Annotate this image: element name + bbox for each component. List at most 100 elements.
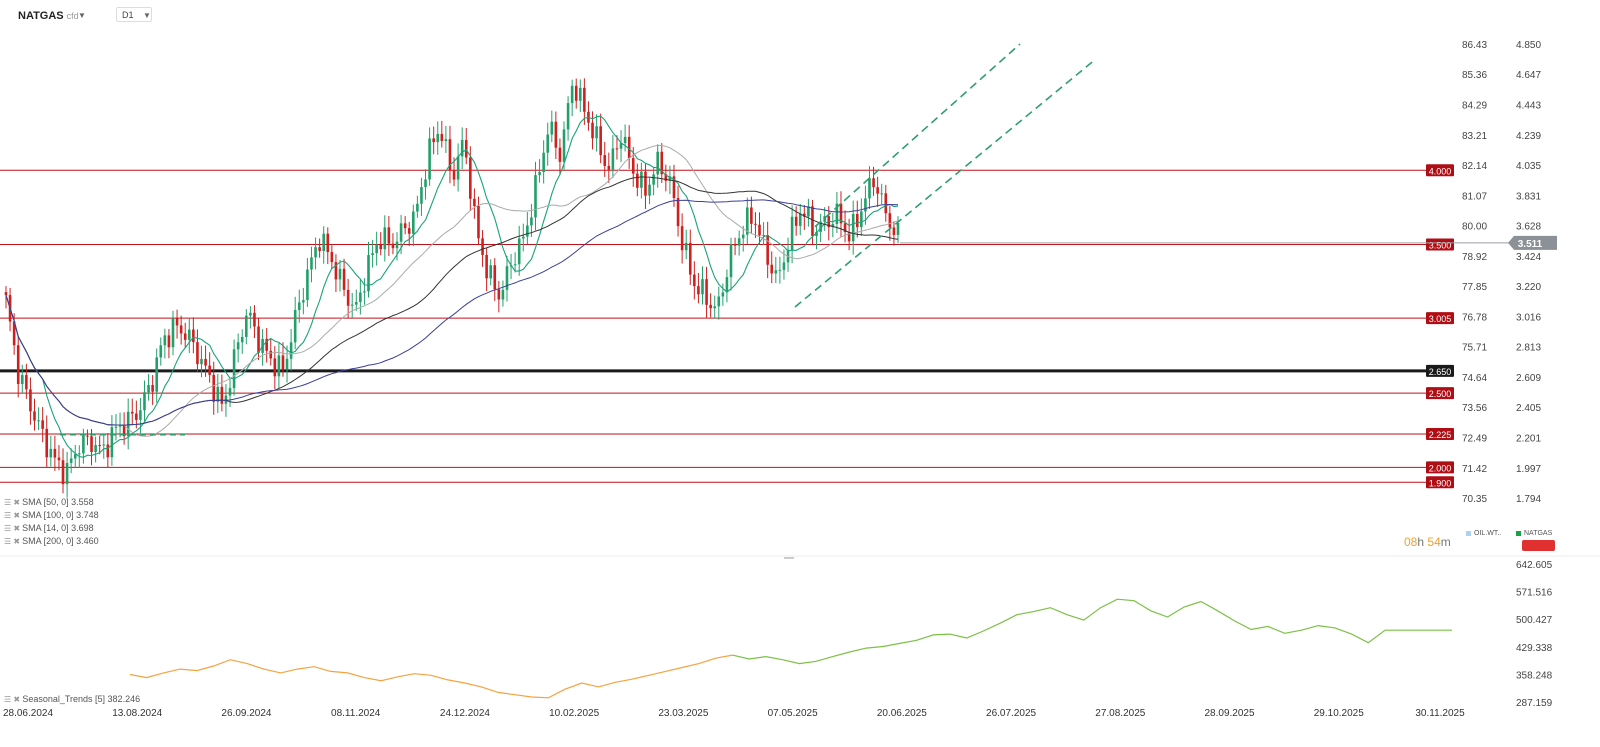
y-axis-left-tick-label: 70.35: [1462, 494, 1487, 505]
candle-body: [770, 264, 774, 274]
y-axis-tick-label: 2.813: [1516, 343, 1541, 354]
candle-body: [892, 227, 896, 235]
candle-body: [798, 213, 802, 226]
settings-close-icon[interactable]: ☰ ✖: [4, 524, 21, 533]
y-axis-tick-label: 4.647: [1516, 70, 1541, 81]
sma-50-line: [5, 144, 899, 437]
level-price-label: 2.225: [1429, 430, 1452, 440]
candle-body: [407, 228, 411, 234]
candle-body: [354, 301, 358, 305]
candle-body: [359, 292, 362, 302]
candle-body: [20, 375, 24, 385]
candle-body: [835, 203, 839, 224]
candle-body: [424, 179, 427, 188]
sma-legend-item[interactable]: ☰ ✖ SMA [50, 0] 3.558: [4, 497, 94, 507]
sma-200-line: [5, 199, 899, 426]
y-axis-tick-label: 2.405: [1516, 403, 1541, 414]
candle-body: [497, 289, 501, 300]
candle-body: [513, 264, 517, 266]
y-axis-left-tick-label: 77.85: [1462, 282, 1487, 293]
settings-close-icon[interactable]: ☰ ✖: [4, 695, 23, 704]
legend-item-natgas[interactable]: NATGAS: [1516, 530, 1552, 537]
candle-body: [599, 126, 602, 156]
candle-body: [745, 207, 749, 235]
candle-body: [652, 174, 655, 185]
candle-body: [566, 103, 570, 130]
candle-body: [175, 318, 179, 326]
symbol-name: NATGAS: [18, 10, 64, 22]
candle-body: [644, 171, 647, 196]
sma-14-line: [5, 115, 899, 458]
candle-body: [570, 85, 574, 104]
candle-body: [591, 122, 594, 139]
candle-body: [464, 139, 468, 158]
candle-body: [232, 349, 236, 389]
seasonal-legend[interactable]: ☰ ✖ Seasonal_Trends [5] 382.246: [4, 694, 141, 704]
candle-body: [367, 255, 370, 292]
candle-body: [526, 225, 529, 237]
seasonal-y-tick-label: 358.248: [1516, 670, 1553, 681]
candle-body: [106, 444, 110, 458]
sell-button[interactable]: [1522, 540, 1555, 551]
candle-body: [627, 136, 631, 159]
candle-body: [302, 300, 305, 303]
candle-body: [688, 242, 692, 275]
chevron-down-icon[interactable]: ▼: [78, 11, 86, 20]
sma-legend: ☰ ✖ SMA [50, 0] 3.558 ☰ ✖ SMA [100, 0] 3.7…: [4, 496, 99, 548]
sma-legend-item[interactable]: ☰ ✖ SMA [100, 0] 3.748: [4, 510, 99, 520]
candle-body: [721, 292, 725, 297]
candle-body: [403, 223, 407, 229]
candle-body: [754, 223, 757, 225]
candle-body: [493, 265, 497, 290]
candle-body: [277, 355, 281, 377]
candle-body: [135, 413, 138, 420]
candle-body: [538, 172, 541, 176]
candle-body: [297, 302, 301, 310]
candle-body: [579, 87, 582, 101]
legend-item-oil[interactable]: OIL.WT..: [1466, 530, 1501, 537]
timeframe-label: D1: [122, 10, 134, 20]
candle-body: [790, 216, 794, 250]
candle-body: [583, 87, 586, 112]
sma-legend-item[interactable]: ☰ ✖ SMA [14, 0] 3.698: [4, 523, 94, 533]
legend-swatch: [1466, 530, 1471, 536]
x-axis-tick-label: 10.02.2025: [549, 708, 599, 719]
seasonal-y-tick-label: 642.605: [1516, 560, 1553, 571]
candle-body: [94, 445, 97, 453]
settings-close-icon[interactable]: ☰ ✖: [4, 537, 21, 546]
level-price-tag: [1426, 461, 1454, 474]
settings-close-icon[interactable]: ☰ ✖: [4, 498, 21, 507]
candle-body: [200, 358, 203, 365]
candle-body: [57, 457, 61, 461]
y-axis-tick-label: 3.831: [1516, 191, 1541, 202]
seasonal-y-tick-label: 571.516: [1516, 588, 1553, 599]
symbol-selector[interactable]: NATGAS cfd: [18, 10, 79, 22]
candle-body: [615, 148, 619, 150]
level-price-label: 3.500: [1429, 241, 1452, 251]
candle-body: [342, 268, 346, 290]
candle-body: [281, 355, 285, 370]
candle-body: [481, 238, 484, 255]
candle-body: [73, 454, 77, 459]
candle-body: [709, 304, 712, 309]
level-price-tag: [1426, 476, 1454, 489]
candle-body: [33, 411, 36, 421]
y-axis-tick-label: 3.628: [1516, 222, 1541, 233]
candle-body: [864, 198, 867, 212]
level-price-label: 3.005: [1429, 314, 1452, 324]
candle-body: [884, 193, 888, 214]
candle-body: [86, 435, 89, 437]
candle-body: [126, 411, 130, 437]
candle-body: [847, 232, 851, 242]
settings-close-icon[interactable]: ☰ ✖: [4, 511, 21, 520]
x-axis-tick-label: 20.06.2025: [877, 708, 927, 719]
sma-legend-item[interactable]: ☰ ✖ SMA [200, 0] 3.460: [4, 536, 99, 546]
candle-body: [65, 462, 69, 485]
candle-body: [143, 392, 146, 411]
candle-body: [139, 410, 142, 420]
candle-body: [183, 333, 187, 340]
candle-body: [338, 268, 342, 280]
timeframe-selector[interactable]: D1 ▼: [116, 7, 152, 22]
candle-body: [216, 386, 220, 402]
